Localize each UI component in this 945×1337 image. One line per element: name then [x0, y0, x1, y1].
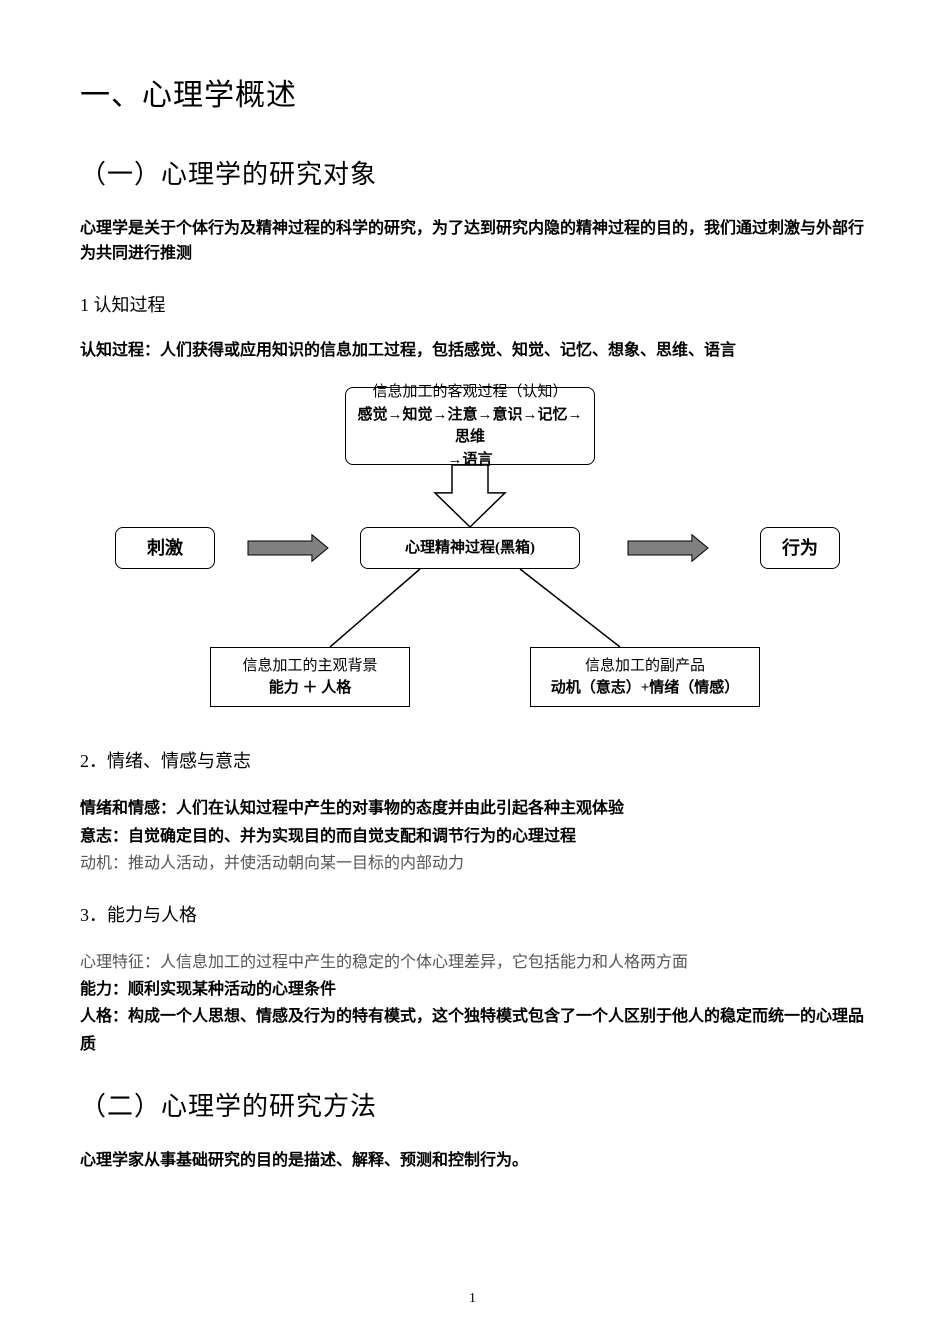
node-behavior-label: 行为 [782, 535, 818, 562]
page: 一、心理学概述 （一）心理学的研究对象 心理学是关于个体行为及精神过程的科学的研… [0, 0, 945, 1337]
page-number: 1 [0, 1291, 945, 1307]
node-br-line2: 动机（意志）+情绪（情感） [551, 677, 740, 700]
s1p3-def1-label: 心理特征： [80, 954, 160, 971]
s1p3-def3: 人格：构成一个人思想、情感及行为的特有模式，这个独特模式包含了一个人区别于他人的… [80, 1003, 865, 1057]
s1p1-heading: 1 认知过程 [80, 291, 865, 317]
node-blackbox: 心理精神过程(黑箱) [360, 527, 580, 569]
node-bottom-right: 信息加工的副产品 动机（意志）+情绪（情感） [530, 647, 760, 707]
section-2-intro: 心理学家从事基础研究的目的是描述、解释、预测和控制行为。 [80, 1149, 865, 1174]
node-top-line3: →语言 [447, 449, 492, 472]
node-top-line1: 信息加工的客观过程（认知） [372, 381, 567, 404]
node-blackbox-label: 心理精神过程(黑箱) [405, 537, 535, 560]
node-stimulus-label: 刺激 [147, 535, 183, 562]
node-top-line2: 感觉→知觉→注意→意识→记忆→思维 [356, 404, 584, 449]
s1p3-def2-label: 能力： [80, 981, 128, 998]
s1p2-def1-text: 人们在认知过程中产生的对事物的态度并由此引起各种主观体验 [176, 800, 624, 817]
s1p2-def2: 意志：自觉确定目的、并为实现目的而自觉支配和调节行为的心理过程 [80, 823, 865, 850]
s1p2-def1: 情绪和情感：人们在认知过程中产生的对事物的态度并由此引起各种主观体验 [80, 795, 865, 822]
s1p2-def2-text: 自觉确定目的、并为实现目的而自觉支配和调节行为的心理过程 [128, 828, 576, 845]
node-top-cognition: 信息加工的客观过程（认知） 感觉→知觉→注意→意识→记忆→思维 →语言 [345, 387, 595, 465]
s1p2-heading: 2．情绪、情感与意志 [80, 747, 865, 773]
s1p3-def3-label: 人格： [80, 1008, 128, 1025]
s1p2-def3-text: 推动人活动，并使活动朝向某一目标的内部动力 [128, 855, 464, 872]
s1p2-def3: 动机：推动人活动，并使活动朝向某一目标的内部动力 [80, 850, 865, 877]
s1p3-heading: 3．能力与人格 [80, 901, 865, 927]
node-br-line1: 信息加工的副产品 [585, 655, 705, 678]
cognition-flowchart: 信息加工的客观过程（认知） 感觉→知觉→注意→意识→记忆→思维 →语言 刺激 心… [80, 387, 860, 717]
s1p3-def3-text: 构成一个人思想、情感及行为的特有模式，这个独特模式包含了一个人区别于他人的稳定而… [80, 1008, 864, 1052]
node-bottom-left: 信息加工的主观背景 能力 ＋ 人格 [210, 647, 410, 707]
s1p3-def1-text: 人信息加工的过程中产生的稳定的个体心理差异，它包括能力和人格两方面 [160, 954, 688, 971]
s1p3-def2-text: 顺利实现某种活动的心理条件 [128, 981, 336, 998]
section-1-intro: 心理学是关于个体行为及精神过程的科学的研究，为了达到研究内隐的精神过程的目的，我… [80, 217, 865, 267]
section-1-heading: （一）心理学的研究对象 [80, 154, 865, 191]
s1p1-def: 认知过程：人们获得或应用知识的信息加工过程，包括感觉、知觉、记忆、想象、思维、语… [80, 339, 865, 364]
s1p3-def2: 能力：顺利实现某种活动的心理条件 [80, 976, 865, 1003]
node-bl-line2: 能力 ＋ 人格 [269, 677, 352, 700]
s1p2-def3-label: 动机： [80, 855, 128, 872]
page-title: 一、心理学概述 [80, 70, 865, 114]
s1p2-def2-label: 意志： [80, 828, 128, 845]
node-stimulus: 刺激 [115, 527, 215, 569]
s1p3-def1: 心理特征：人信息加工的过程中产生的稳定的个体心理差异，它包括能力和人格两方面 [80, 949, 865, 976]
node-bl-line1: 信息加工的主观背景 [242, 655, 377, 678]
node-behavior: 行为 [760, 527, 840, 569]
section-2-heading: （二）心理学的研究方法 [80, 1086, 865, 1123]
s1p2-def1-label: 情绪和情感： [80, 800, 176, 817]
